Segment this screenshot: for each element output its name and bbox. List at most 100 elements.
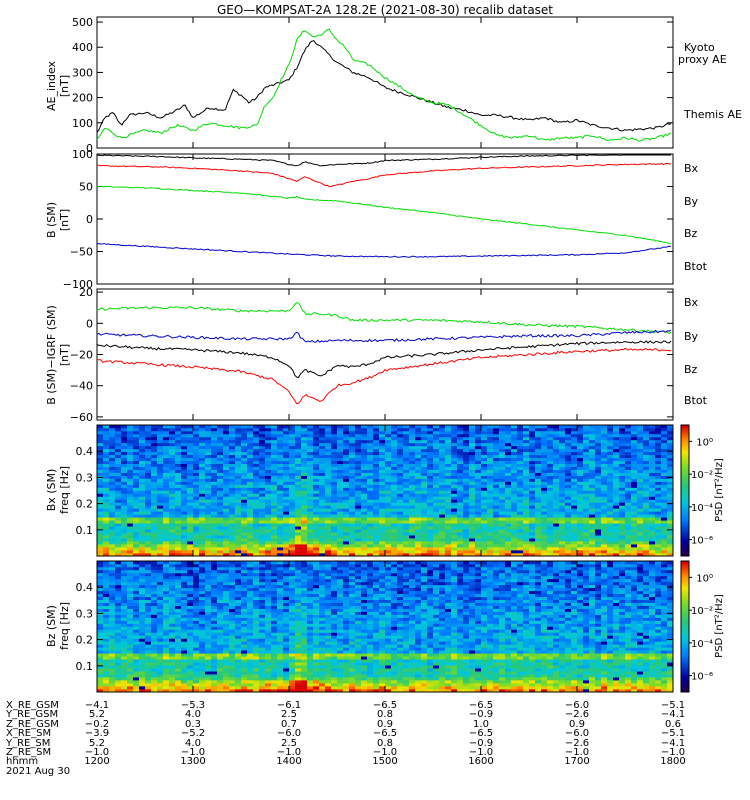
spectrogram-cell <box>133 599 140 603</box>
spectrogram-cell <box>199 505 206 509</box>
spectrogram-cell <box>115 611 122 615</box>
spectrogram-cell <box>481 439 488 444</box>
spectrogram-cell <box>409 475 416 479</box>
spectrogram-cell <box>355 496 362 500</box>
spectrogram-cell <box>373 502 380 506</box>
spectrogram-cell <box>427 505 434 509</box>
spectrogram-cell <box>169 442 176 447</box>
spectrogram-cell <box>133 457 140 462</box>
spectrogram-cell <box>607 490 614 494</box>
spectrogram-cell <box>541 535 548 539</box>
spectrogram-cell <box>211 469 218 473</box>
spectrogram-cell <box>229 541 236 545</box>
spectrogram-cell <box>157 578 164 583</box>
spectrogram-cell <box>577 433 584 438</box>
spectrogram-cell <box>397 454 404 459</box>
spectrogram-cell <box>661 487 668 491</box>
spectrogram-cell <box>631 433 638 438</box>
spectrogram-cell <box>361 472 368 476</box>
spectrogram-cell <box>283 544 290 548</box>
spectrogram-cell <box>295 493 302 497</box>
spectrogram-cell <box>277 514 284 518</box>
spectrogram-cell <box>205 511 212 515</box>
spectrogram-cell <box>313 475 320 479</box>
spectrogram-cell <box>481 448 488 453</box>
spectrogram-cell <box>157 499 164 503</box>
spectrogram-cell <box>439 490 446 494</box>
spectrogram-cell <box>163 590 170 595</box>
spectrogram-cell <box>451 433 458 438</box>
spectrogram-cell <box>595 550 602 554</box>
spectrogram-cell <box>139 425 146 429</box>
spectrogram-cell <box>223 454 230 459</box>
spectrogram-cell <box>187 490 194 494</box>
spectrogram-cell <box>391 475 398 479</box>
spectrogram-cell <box>193 526 200 530</box>
spectrogram-cell <box>163 526 170 530</box>
spectrogram-cell <box>217 544 224 548</box>
spectrogram-cell <box>577 439 584 444</box>
spectrogram-cell <box>325 457 332 462</box>
spectrogram-cell <box>619 487 626 491</box>
spectrogram-cell <box>307 487 314 491</box>
spectrogram-cell <box>229 523 236 527</box>
spectrogram-cell <box>151 689 158 693</box>
spectrogram-cell <box>493 508 500 512</box>
spectrogram-cell <box>187 505 194 509</box>
spectrogram-cell <box>121 505 128 509</box>
spectrogram-cell <box>517 550 524 554</box>
spectrogram-cell <box>223 445 230 450</box>
spectrogram-cell <box>367 535 374 539</box>
spectrogram-cell <box>409 451 416 456</box>
spectrogram-cell <box>163 466 170 470</box>
spectrogram-cell <box>247 433 254 438</box>
spectrogram-cell <box>493 425 500 429</box>
spectrogram-cell <box>325 460 332 465</box>
spectrogram-cell <box>529 487 536 491</box>
spectrogram-cell <box>151 561 158 565</box>
spectrogram-cell <box>421 451 428 456</box>
spectrogram-cell <box>433 442 440 447</box>
spectrogram-cell <box>559 538 566 542</box>
spectrogram-cell <box>367 433 374 438</box>
spectrogram-cell <box>367 541 374 545</box>
spectrogram-cell <box>283 520 290 524</box>
spectrogram-cell <box>193 478 200 482</box>
spectrogram-cell <box>379 448 386 453</box>
spectrogram-cell <box>121 457 128 462</box>
spectrogram-cell <box>133 632 140 636</box>
spectrogram-cell <box>313 547 320 551</box>
colorbar-segment <box>681 490 689 494</box>
spectrogram-cell <box>163 620 170 624</box>
spectrogram-cell <box>325 478 332 482</box>
spectrogram-cell <box>97 671 104 675</box>
spectrogram-cell <box>103 623 110 627</box>
spectrogram-cell <box>619 481 626 485</box>
spectrogram-cell <box>139 451 146 456</box>
spectrogram-cell <box>97 581 104 586</box>
spectrogram-cell <box>619 541 626 545</box>
spectrogram-cell <box>211 550 218 554</box>
spectrogram-cell <box>127 611 134 615</box>
spectrogram-cell <box>211 547 218 551</box>
spectrogram-cell <box>391 517 398 521</box>
spectrogram-cell <box>607 538 614 542</box>
spectrogram-cell <box>649 484 656 488</box>
spectrogram-cell <box>169 644 176 648</box>
spectrogram-cell <box>145 656 152 660</box>
spectrogram-cell <box>265 442 272 447</box>
spectrogram-cell <box>607 451 614 456</box>
spectrogram-cell <box>271 508 278 512</box>
spectrogram-cell <box>139 593 146 598</box>
spectrogram-cell <box>583 454 590 459</box>
spectrogram-cell <box>565 523 572 527</box>
colorbar-segment <box>681 505 689 509</box>
spectrogram-cell <box>229 535 236 539</box>
colorbar-segment <box>681 525 689 529</box>
spectrogram-cell <box>181 505 188 509</box>
spectrogram-cell <box>247 445 254 450</box>
spectrogram-cell <box>481 547 488 551</box>
spectrogram-cell <box>133 644 140 648</box>
spectrogram-cell <box>223 517 230 521</box>
spectrogram-cell <box>277 451 284 456</box>
